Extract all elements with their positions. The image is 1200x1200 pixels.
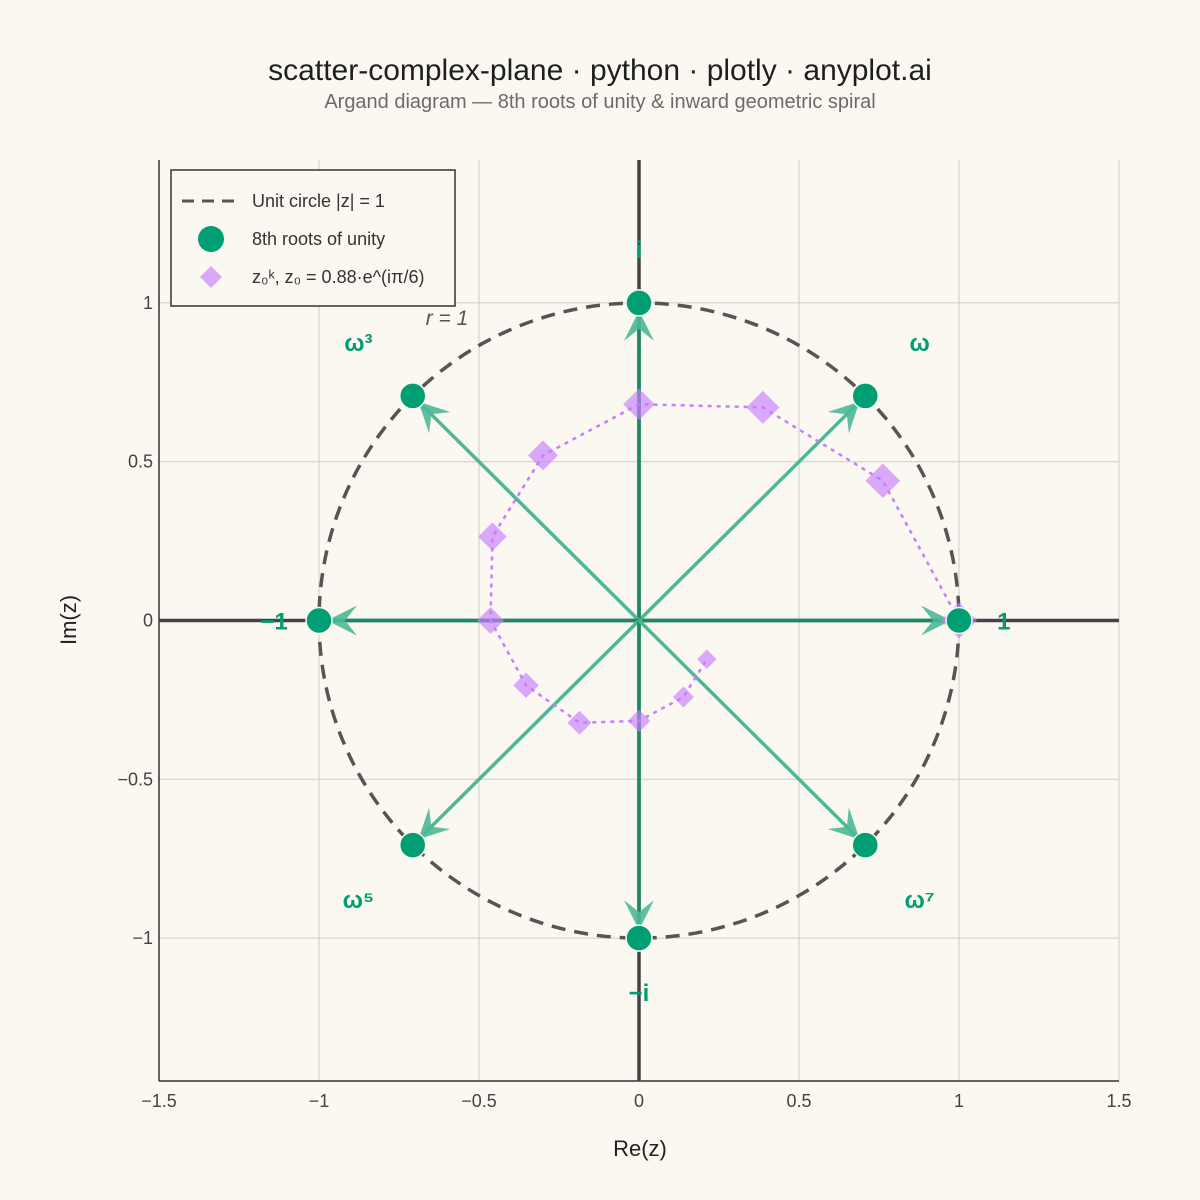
chart-title: scatter-complex-plane · python · plotly … bbox=[268, 54, 932, 87]
spiral-point bbox=[528, 440, 558, 471]
root-arrowhead bbox=[418, 807, 451, 840]
y-tick-label: 0 bbox=[143, 611, 153, 631]
spiral-point bbox=[567, 710, 592, 735]
spiral-point bbox=[746, 390, 780, 424]
chart-subtitle: Argand diagram — 8th roots of unity & in… bbox=[324, 91, 875, 113]
legend-spiral-swatch bbox=[200, 266, 222, 288]
root-arrowhead bbox=[418, 401, 451, 434]
spiral-point bbox=[697, 649, 717, 669]
root-arrowhead bbox=[827, 807, 860, 840]
spiral-point bbox=[627, 709, 651, 733]
root-arrowhead bbox=[327, 605, 357, 636]
x-tick-label: 1.5 bbox=[1106, 1091, 1131, 1111]
spiral-point bbox=[672, 686, 694, 708]
unit-circle-annotation: r = 1 bbox=[426, 307, 469, 330]
root-label: −i bbox=[629, 980, 650, 1007]
root-label: −1 bbox=[261, 609, 288, 636]
root-arrowhead bbox=[624, 900, 654, 931]
root-label: ω³ bbox=[344, 330, 372, 357]
root-point bbox=[305, 606, 333, 635]
root-point bbox=[625, 924, 653, 952]
root-point bbox=[851, 382, 880, 410]
y-axis-title: Im(z) bbox=[56, 595, 81, 645]
root-arrowhead bbox=[624, 310, 654, 341]
root-point bbox=[851, 831, 880, 859]
y-tick-label: 0.5 bbox=[128, 452, 153, 472]
root-arrowhead bbox=[921, 605, 951, 636]
root-vector bbox=[637, 394, 867, 622]
spiral-point bbox=[513, 672, 539, 699]
x-tick-label: −1.5 bbox=[141, 1091, 177, 1111]
legend-roots-label: 8th roots of unity bbox=[252, 229, 385, 249]
root-vector bbox=[637, 619, 867, 847]
root-arrowhead bbox=[827, 401, 860, 434]
y-tick-label: −1 bbox=[132, 928, 153, 948]
root-label: ω bbox=[909, 330, 929, 357]
spiral-point bbox=[477, 607, 505, 634]
root-vector bbox=[411, 619, 641, 847]
y-tick-label: −0.5 bbox=[117, 769, 153, 789]
spiral-point bbox=[865, 463, 901, 499]
root-label: ω⁵ bbox=[343, 887, 375, 914]
spiral-point bbox=[478, 522, 507, 551]
x-tick-label: −1 bbox=[309, 1091, 330, 1111]
legend-spiral-label: z₀ᵏ, z₀ = 0.88·e^(iπ/6) bbox=[252, 267, 424, 287]
root-label: 1 bbox=[997, 609, 1010, 636]
root-point bbox=[625, 289, 653, 317]
x-tick-label: −0.5 bbox=[461, 1091, 497, 1111]
root-point bbox=[398, 382, 427, 410]
root-label: i bbox=[636, 237, 643, 264]
spiral-path bbox=[489, 402, 961, 725]
x-tick-label: 0.5 bbox=[786, 1091, 811, 1111]
root-point bbox=[945, 606, 973, 635]
legend-roots-swatch bbox=[198, 226, 224, 252]
legend-unit-circle-label: Unit circle |z| = 1 bbox=[252, 191, 385, 211]
root-point bbox=[398, 831, 427, 859]
x-axis-title: Re(z) bbox=[613, 1136, 667, 1161]
y-tick-label: 1 bbox=[143, 293, 153, 313]
x-tick-label: 1 bbox=[954, 1091, 964, 1111]
x-tick-label: 0 bbox=[634, 1091, 644, 1111]
root-vector bbox=[411, 394, 641, 622]
legend: Unit circle |z| = 1 8th roots of unity z… bbox=[170, 169, 456, 307]
spiral-point bbox=[623, 388, 655, 420]
root-label: ω⁷ bbox=[904, 887, 934, 914]
